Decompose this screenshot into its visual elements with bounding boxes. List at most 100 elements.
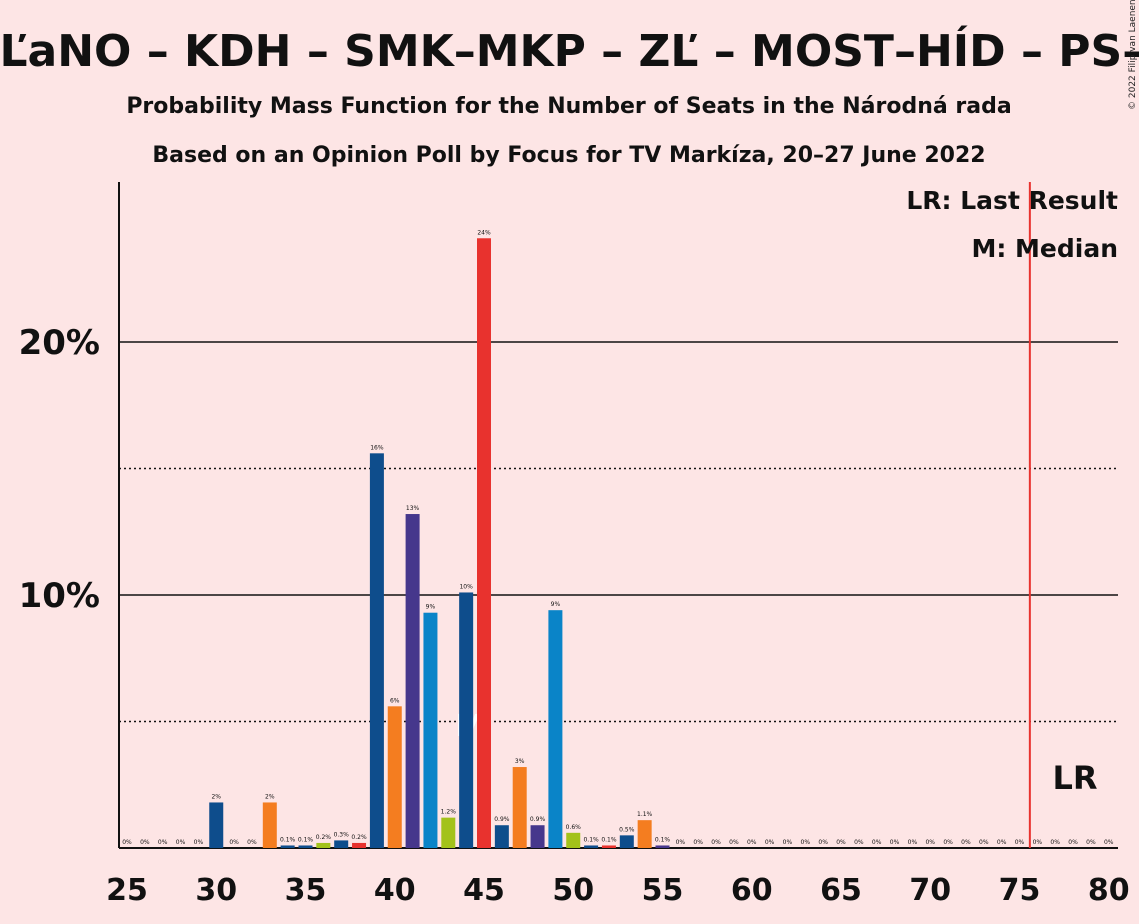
bar-value-label: 9% <box>551 601 561 608</box>
bar-value-label: 0% <box>836 839 846 846</box>
bar <box>566 832 581 848</box>
bar-value-label: 0% <box>997 839 1007 846</box>
bar-value-label: 2% <box>265 793 275 800</box>
bar-value-label: 0% <box>140 839 150 846</box>
bar-value-label: 0.9% <box>494 816 510 823</box>
bar-value-label: 0% <box>1104 839 1114 846</box>
x-tick-label: 65 <box>820 873 862 908</box>
bar <box>441 817 456 848</box>
bar-value-label: 0% <box>783 839 793 846</box>
bar <box>584 845 599 848</box>
bar-value-labels: 0% 0% 0% 0% 0%2%0% 0%2%0.1% 0.1% 0.2% 0.3% 0.2%16… <box>122 229 1114 846</box>
bar-value-label: 0% <box>1068 839 1078 846</box>
bar-value-label: 0% <box>176 839 186 846</box>
legend-last-result: LR: Last Result <box>906 186 1118 215</box>
bar-value-label: 0% <box>961 839 971 846</box>
bar-value-label: 0% <box>158 839 168 846</box>
x-tick-label: 25 <box>106 873 148 908</box>
bar <box>530 825 545 848</box>
bar-value-label: 0.2% <box>316 834 332 841</box>
bar <box>352 842 367 848</box>
x-tick-label: 80 <box>1088 873 1130 908</box>
bar <box>512 767 527 848</box>
x-tick-label: 55 <box>642 873 684 908</box>
bar <box>405 514 420 848</box>
bar-value-label: 0.9% <box>530 816 546 823</box>
bar <box>423 612 438 848</box>
legend-median: M: Median <box>971 234 1118 263</box>
bar-value-label: 0% <box>729 839 739 846</box>
bar-value-label: 24% <box>477 229 491 236</box>
bar <box>262 802 277 848</box>
bar-value-label: 0% <box>194 839 204 846</box>
bar-value-label: 9% <box>426 604 436 611</box>
x-tick-label: 30 <box>195 873 237 908</box>
bar-value-label: 0.1% <box>280 836 296 843</box>
axes: 10%20%253035404550556065707580LRM <box>19 182 1130 908</box>
bar-value-label: 0% <box>890 839 900 846</box>
bar <box>548 610 563 848</box>
bar-value-label: 3% <box>515 758 525 765</box>
bar-value-label: 0% <box>229 839 239 846</box>
bar-value-label: 13% <box>406 505 420 512</box>
bar <box>387 706 402 848</box>
bar-value-label: 0.1% <box>583 836 599 843</box>
bar <box>334 840 349 848</box>
bar <box>298 845 313 848</box>
copyright-text: © 2022 Filip van Laenen <box>1128 0 1138 110</box>
bar <box>459 592 474 848</box>
chart-subtitle-2: Based on an Opinion Poll by Focus for TV… <box>152 143 985 168</box>
bar-value-label: 0.1% <box>601 836 617 843</box>
y-tick-label: 10% <box>19 576 100 616</box>
bar-value-label: 0% <box>979 839 989 846</box>
bar <box>601 845 616 848</box>
bar-value-label: 0.2% <box>351 834 367 841</box>
bar <box>477 238 491 848</box>
bar-value-label: 0% <box>908 839 918 846</box>
bar-value-label: 0% <box>872 839 882 846</box>
bar-value-label: 0.3% <box>334 831 350 838</box>
bar-value-label: 0% <box>711 839 721 846</box>
bar-value-label: 0% <box>693 839 703 846</box>
gridlines <box>119 341 1118 723</box>
x-tick-label: 40 <box>374 873 416 908</box>
bar <box>619 835 634 848</box>
bar-value-label: 0% <box>247 839 257 846</box>
x-tick-label: 35 <box>285 873 327 908</box>
bar <box>637 820 652 848</box>
bars <box>209 238 670 848</box>
bar-value-label: 0% <box>747 839 757 846</box>
bar-value-label: 2% <box>211 793 221 800</box>
bar-value-label: 0% <box>818 839 828 846</box>
bar <box>280 845 295 848</box>
bar-value-label: 0% <box>1050 839 1060 846</box>
bar <box>369 453 384 848</box>
bar-value-label: 0% <box>676 839 686 846</box>
bar-value-label: 0.6% <box>566 824 582 831</box>
x-tick-label: 50 <box>552 873 594 908</box>
bar-value-label: 0.1% <box>298 836 314 843</box>
x-tick-label: 45 <box>463 873 505 908</box>
bar-value-label: 0.1% <box>655 836 671 843</box>
bar-value-label: 0% <box>801 839 811 846</box>
bar <box>316 842 331 848</box>
bar-value-label: 0% <box>1033 839 1043 846</box>
x-tick-label: 75 <box>999 873 1041 908</box>
bar-value-label: 16% <box>370 444 384 451</box>
bar-value-label: 1.2% <box>441 809 457 816</box>
bar-value-label: 0.5% <box>619 826 635 833</box>
bar-value-label: 10% <box>459 583 473 590</box>
chart-title: OĽaNO – KDH – SMK–MKP – ZĽ – MOST–HÍD – … <box>0 24 1139 77</box>
bar-value-label: 0% <box>1015 839 1025 846</box>
y-tick-label: 20% <box>19 323 100 363</box>
bar <box>494 825 509 848</box>
bar-value-label: 0% <box>943 839 953 846</box>
x-tick-label: 70 <box>909 873 951 908</box>
bar <box>655 845 670 848</box>
bar-value-label: 1.1% <box>637 811 653 818</box>
bar-value-label: 0% <box>854 839 864 846</box>
bar-value-label: 0% <box>122 839 132 846</box>
bar-value-label: 0% <box>765 839 775 846</box>
bar-value-label: 0% <box>1086 839 1096 846</box>
